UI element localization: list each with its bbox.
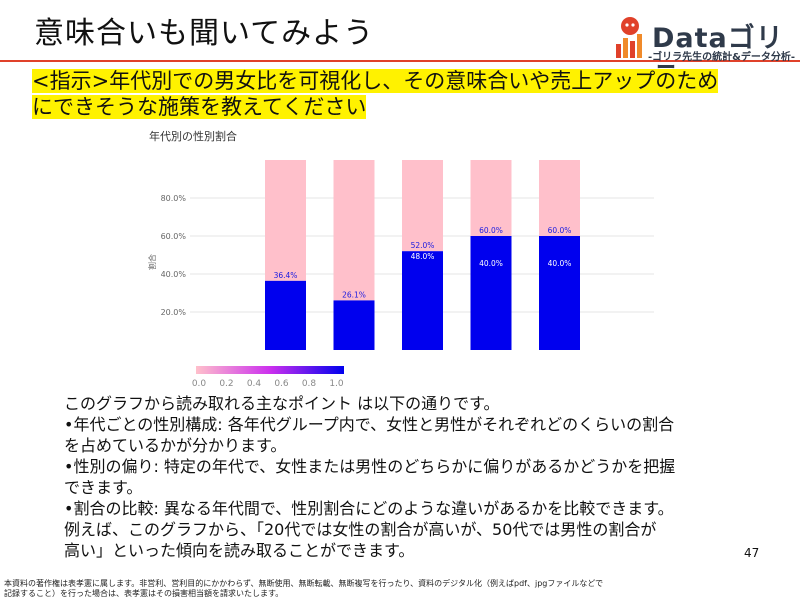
instruction-line-2: にできそうな施策を教えてください — [32, 95, 367, 119]
bar-male — [402, 251, 443, 350]
y-tick-label: 40.0% — [161, 270, 187, 279]
copyright-line: 本資料の著作権は表孝憲に属します。非営利、営利目的にかかわらず、無断使用、無断転… — [4, 579, 604, 588]
bar-female-label: 48.0% — [411, 252, 435, 261]
note-line: 例えば、このグラフから、「20代では女性の割合が高いが、50代では男性の割合が — [64, 520, 657, 539]
colorbar — [196, 366, 344, 374]
bar-male-label: 36.4% — [274, 271, 298, 280]
instruction-line-1: <指示>年代別での男女比を可視化し、その意味合いや売上アップのため — [32, 69, 719, 93]
page-number: 47 — [744, 546, 760, 560]
note-line: •割合の比較: 異なる年代間で、性別割合にどのような違いがあるかを比較できます。 — [64, 499, 674, 518]
bar-male-label: 60.0% — [548, 226, 572, 235]
gorilla-icon — [616, 17, 642, 58]
note-line: を占めているかが分かります。 — [64, 436, 287, 455]
note-line: •性別の偏り: 特定の年代で、女性または男性のどちらかに偏りがあるかどうかを把握 — [64, 457, 676, 476]
bar-male-label: 26.1% — [342, 290, 366, 299]
title-divider — [0, 60, 800, 62]
chart-title: 年代別の性別割合 — [149, 130, 237, 143]
bar-male — [265, 280, 306, 350]
colorbar-tick-label: 1.0 — [329, 379, 344, 389]
copyright-notice: 本資料の著作権は表孝憲に属します。非営利、営利目的にかかわらず、無断使用、無断転… — [4, 579, 794, 599]
note-line: 高い」といった傾向を読み取ることができます。 — [64, 541, 415, 560]
note-line: できます。 — [64, 478, 143, 497]
logo: Dataゴリラ -ゴリラ先生の統計&データ分析- — [612, 14, 796, 93]
colorbar-tick-label: 0.8 — [302, 379, 317, 389]
instruction-prompt: <指示>年代別での男女比を可視化し、その意味合いや売上アップのため にできそうな… — [32, 68, 719, 120]
bar-male — [539, 236, 580, 350]
note-line: このグラフから読み取れる主なポイント は以下の通りです。 — [64, 394, 500, 413]
y-tick-label: 20.0% — [161, 308, 187, 317]
bar-male-label: 60.0% — [479, 226, 503, 235]
colorbar-tick-label: 0.4 — [247, 379, 262, 389]
bar-female — [470, 160, 512, 236]
bar-female — [539, 160, 580, 236]
y-axis-label: 割合 — [147, 254, 157, 270]
bar-male-label: 52.0% — [411, 241, 435, 250]
explanation-text: このグラフから読み取れる主なポイント は以下の通りです。 •年代ごとの性別構成:… — [64, 393, 764, 561]
copyright-line: 記録すること）を行った場合は、表孝憲はその損害相当額を請求いたします。 — [4, 589, 284, 598]
y-tick-label: 80.0% — [161, 194, 187, 203]
bar-female — [265, 160, 306, 281]
bar-male — [333, 300, 375, 350]
colorbar-tick-label: 0.0 — [192, 379, 207, 389]
note-line: •年代ごとの性別構成: 各年代グループ内で、女性と男性がそれぞれどのくらいの割合 — [64, 415, 675, 434]
slide-title: 意味合いも聞いてみよう — [34, 16, 375, 51]
bar-male — [470, 236, 512, 350]
bar-female-label: 40.0% — [548, 259, 572, 268]
bar-female-label: 40.0% — [479, 259, 503, 268]
colorbar-tick-label: 0.2 — [219, 379, 233, 389]
bar-female — [402, 160, 443, 252]
colorbar-tick-label: 0.6 — [274, 379, 289, 389]
bar-female — [333, 160, 375, 301]
logo-subtitle: -ゴリラ先生の統計&データ分析- — [648, 52, 796, 63]
y-tick-label: 60.0% — [161, 232, 187, 241]
plot-area — [190, 156, 654, 363]
